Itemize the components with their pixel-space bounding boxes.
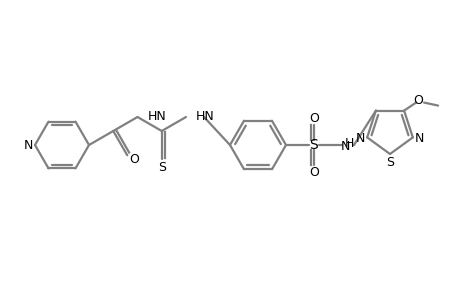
Text: HN: HN bbox=[147, 110, 166, 122]
Text: HN: HN bbox=[196, 110, 214, 122]
Text: O: O bbox=[308, 112, 318, 124]
Text: S: S bbox=[385, 155, 393, 169]
Text: N: N bbox=[355, 132, 364, 145]
Text: H: H bbox=[344, 136, 353, 149]
Text: S: S bbox=[309, 138, 318, 152]
Text: N: N bbox=[414, 132, 424, 145]
Text: S: S bbox=[157, 160, 165, 173]
Text: N: N bbox=[23, 139, 33, 152]
Text: O: O bbox=[412, 94, 422, 107]
Text: O: O bbox=[129, 153, 139, 166]
Text: N: N bbox=[340, 140, 350, 152]
Text: O: O bbox=[308, 166, 318, 178]
